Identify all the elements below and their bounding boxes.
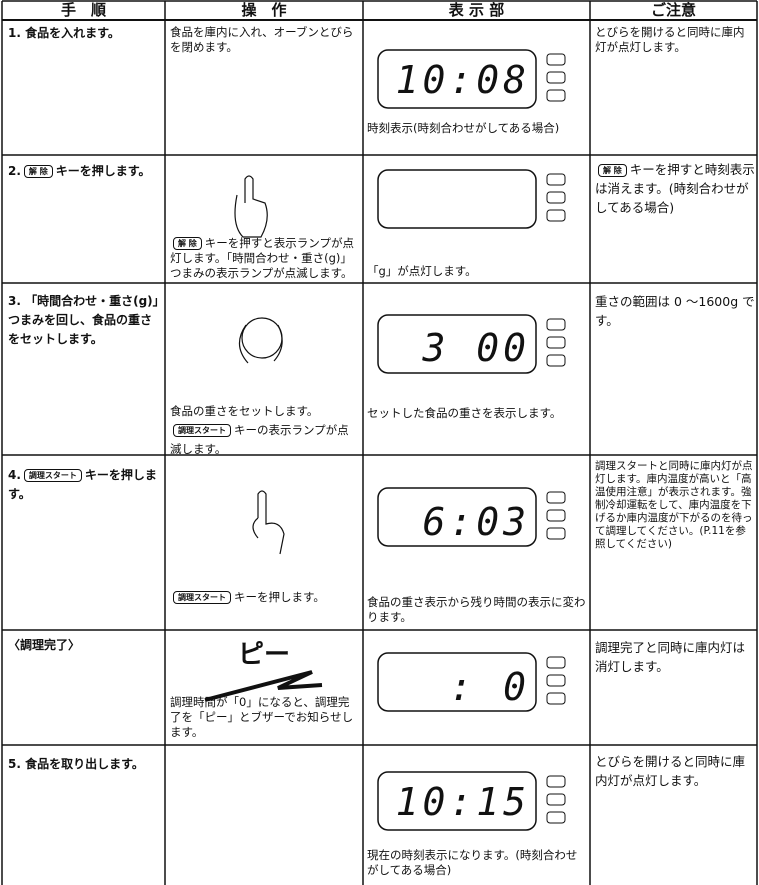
caption: 時刻表示(時刻合わせがしてある場合) (367, 121, 560, 135)
display-frame (546, 336, 566, 349)
display-frame (377, 771, 537, 831)
step: 〈調理完了〉 (8, 638, 81, 652)
note: 調理スタートと同時に庫内灯が点灯します。庫内温度が高いと「高温使用注意」が表示さ… (595, 460, 753, 550)
header-notes: ご注意 (650, 1, 696, 19)
display-frame (546, 674, 566, 687)
sound: ピー (238, 640, 291, 670)
readout: 3 00 (422, 326, 530, 370)
display-frame (546, 793, 566, 806)
key: 解 除 (173, 237, 202, 250)
operation: 調理時間が「0」になると、調理完了を「ピー」とブザーでお知らせします。 (170, 695, 354, 739)
step: 2. 解 除キーを押します。 (8, 162, 158, 181)
step-text: キーを押します。 (55, 164, 151, 178)
operation: 食品を庫内に入れ、オーブンとびらを閉めます。 (170, 25, 354, 54)
display-frame (546, 173, 566, 186)
display-frame (546, 811, 566, 824)
caption: 現在の時刻表示になります。(時刻合わせがしてある場合) (367, 848, 578, 877)
display-frame (546, 71, 566, 84)
display-frame (546, 775, 566, 788)
header-step: 手 順 (60, 1, 106, 19)
display-frame (546, 491, 566, 504)
note: とびらを開けると同時に庫内灯が点灯します。 (595, 754, 746, 788)
display-frame (377, 314, 537, 374)
operation-text: 食品の重さをセットします。 (170, 404, 319, 418)
display-frame (546, 527, 566, 540)
display-frame (546, 318, 566, 331)
display-frame (377, 652, 537, 712)
operation: 調理スタート キーを押します。 (170, 590, 360, 605)
display-frame (377, 49, 537, 109)
header-operation: 操 作 (241, 1, 287, 19)
operation-text: キーの表示ランプが点滅します。 (170, 423, 349, 456)
step-text: キーを押します。 (8, 468, 157, 501)
note-text: キーを押すと時刻表示は消えます。(時刻合わせがしてある場合) (595, 162, 755, 215)
step: 1. 食品を入れます。 (8, 26, 120, 40)
step: 3. 「時間合わせ・重さ(g)」つまみを回し、食品の重さをセットします。 (8, 294, 159, 346)
operation: 解 除キーを押すと表示ランプが点灯します。「時間合わせ・重さ(g)」つまみの表示… (170, 236, 358, 281)
display-frame (377, 169, 537, 229)
caption: セットした食品の重さを表示します。 (367, 406, 562, 420)
step-number: 2. (8, 164, 21, 178)
readout: 6:03 (422, 500, 530, 544)
readout: 10:15 (395, 780, 530, 824)
step: 4. 調理スタート キーを押します。 (8, 466, 160, 504)
note: 重さの範囲は 0 ～1600g です。 (595, 294, 755, 328)
note: 調理完了と同時に庫内灯は消灯します。 (595, 640, 746, 674)
display-frame (546, 656, 566, 669)
display-frame (546, 209, 566, 222)
note: 解 除キーを押すと時刻表示は消えます。(時刻合わせがしてある場合) (595, 160, 755, 217)
header-display: 表 示 部 (448, 1, 505, 19)
caption: 「g」が点灯します。 (367, 264, 477, 278)
display-frame (377, 487, 537, 547)
display-frame (546, 509, 566, 522)
step: 5. 食品を取り出します。 (8, 757, 144, 771)
note: とびらを開けると同時に庫内灯が点灯します。 (595, 25, 745, 54)
display-frame (546, 692, 566, 705)
step-number: 4. (8, 468, 21, 482)
key: 調理スタート (23, 469, 82, 482)
display-frame (546, 53, 566, 66)
key: 調理スタート (173, 424, 231, 437)
key: 解 除 (23, 165, 53, 178)
display-frame (546, 89, 566, 102)
caption: 食品の重さ表示から残り時間の表示に変わります。 (367, 595, 586, 624)
operation-text: キーを押します。 (234, 590, 325, 604)
operation-text: キーを押すと表示ランプが点灯します。「時間合わせ・重さ(g)」つまみの表示ランプ… (170, 236, 354, 280)
key: 解 除 (598, 164, 627, 177)
display-frame (546, 354, 566, 367)
readout: : 0 (449, 665, 530, 709)
display-frame (546, 191, 566, 204)
key: 調理スタート (173, 591, 231, 604)
operation: 食品の重さをセットします。 調理スタート キーの表示ランプが点滅します。 (170, 402, 360, 459)
readout: 10:08 (395, 58, 530, 102)
